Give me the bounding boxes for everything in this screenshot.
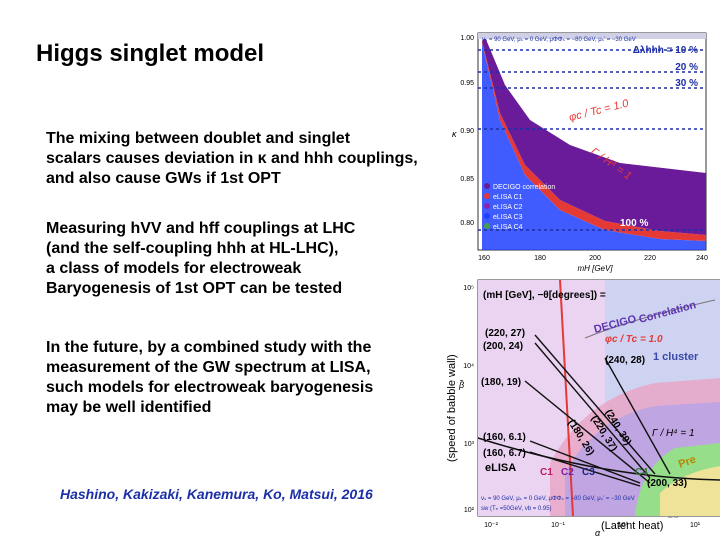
paragraph-line: a class of models for electroweak [46, 260, 302, 277]
pct50-label: 50 % [675, 117, 698, 128]
delta-lambda-label: Δλhhh = 10 % [633, 45, 698, 56]
elisa-label: eLISA [485, 462, 516, 474]
xtick-label: 180 [534, 255, 546, 262]
citation: Hashino, Kakizaki, Kanemura, Ko, Matsui,… [60, 486, 373, 502]
legend-label: eLISA C4 [493, 224, 523, 231]
legend-swatch [484, 223, 490, 229]
xtick-label: 10¹ [690, 522, 701, 529]
paragraph-mixing: The mixing between doublet and singlet s… [46, 129, 446, 189]
top-legend: DECIGO correlation eLISA C1 eLISA C2 eLI… [484, 183, 555, 231]
region-gray [478, 33, 706, 39]
paragraph-line: measurement of the GW spectrum at LISA, [46, 359, 371, 376]
pct30-label: 30 % [675, 78, 698, 89]
ytick-label: 10³ [464, 441, 475, 448]
xtick-label: 200 [589, 255, 601, 262]
slide-title: Higgs singlet model [36, 40, 265, 67]
xtick-label: 10⁻¹ [551, 522, 565, 529]
point-label: (160, 6.1) [483, 432, 526, 443]
paragraph-line: In the future, by a combined study with … [46, 339, 372, 356]
c1-label: C1 [540, 467, 553, 478]
xtick-label: 220 [644, 255, 656, 262]
ytick-label: 10⁴ [463, 363, 474, 370]
paragraph-line: scalars causes deviation in κ and hhh co… [46, 150, 418, 167]
x-axis-label: mH [GeV] [577, 264, 613, 273]
ytick-label: 0.80 [460, 220, 474, 227]
point-label: (180, 19) [481, 377, 521, 388]
ytick-label: 0.85 [460, 176, 474, 183]
paragraph-measuring: Measuring hVV and hff couplings at LHC (… [46, 219, 446, 299]
phi-tc-label: φc / Tc = 1.0 [605, 334, 663, 345]
paragraph-line: (and the self-coupling hhh at HL-LHC), [46, 240, 339, 257]
ytick-label: 1.00 [460, 35, 474, 42]
legend-label: eLISA C1 [493, 194, 523, 201]
pct20-label: 20 % [675, 62, 698, 73]
ytick-label: 0.95 [460, 80, 474, 87]
top-params: νₛ = 90 GeV, μₛ = 0 GeV, μΦΦₛ = −80 GeV,… [482, 37, 636, 43]
cluster-label: 1 cluster [653, 351, 699, 363]
legend-label: eLISA C2 [493, 204, 523, 211]
arrow [524, 380, 651, 484]
legend-label: DECIGO correlation [493, 184, 555, 191]
gw-plot: (mH [GeV], −θ[degrees]) = DECIGO Correla… [458, 279, 720, 538]
point-label: (200, 33) [647, 478, 687, 489]
arrow [604, 357, 671, 475]
params-line1: νₛ = 90 GeV, μₛ = 0 GeV, μΦΦₛ = −80 GeV,… [481, 496, 635, 502]
paragraph-future: In the future, by a combined study with … [46, 338, 426, 418]
kappa-plot: νₛ = 90 GeV, μₛ = 0 GeV, μΦΦₛ = −80 GeV,… [452, 32, 708, 273]
y-axis-label: β̃ [458, 379, 464, 390]
paragraph-line: such models for electroweak baryogenesis [46, 379, 374, 396]
legend-swatch [484, 203, 490, 209]
point-label: (240, 28) [605, 355, 645, 366]
legend-label: eLISA C3 [493, 214, 523, 221]
arrow [529, 440, 641, 484]
y-axis-label: κ [452, 129, 457, 139]
xtick-label: 10⁰ [618, 521, 629, 529]
region-pre [660, 466, 720, 516]
point-label: (220, 27) [485, 328, 525, 339]
arrow [534, 342, 651, 479]
latent-heat-label: (Latent heat) [601, 520, 664, 532]
c2-label: C2 [561, 467, 574, 478]
ytick-label: 10² [464, 507, 475, 514]
point-label: (160, 6.7) [483, 448, 526, 459]
xtick-label: 240 [696, 255, 708, 262]
legend-swatch [484, 193, 490, 199]
legend-swatch [484, 213, 490, 219]
arrow [529, 451, 641, 487]
x-axis-label: α [595, 528, 601, 538]
paragraph-line: and also cause GWs if 1st OPT [46, 170, 281, 187]
paragraph-line: may be well identified [46, 399, 212, 416]
phi-curve [559, 279, 574, 517]
pre-label: Pre [677, 453, 698, 470]
ytick-label: 0.90 [460, 128, 474, 135]
gamma-h4-label: Γ / H⁴ = 1 [652, 428, 695, 439]
arrow [534, 334, 656, 475]
pct100-label: 100 % [620, 218, 648, 229]
header-label: (mH [GeV], −θ[degrees]) = [483, 290, 606, 301]
xtick-label: 160 [478, 255, 490, 262]
paragraph-line: Measuring hVV and hff couplings at LHC [46, 220, 356, 237]
paragraph-line: The mixing between doublet and singlet [46, 130, 351, 147]
xtick-label: 10⁻² [484, 522, 498, 529]
decigo-boundary [584, 299, 716, 339]
ytick-label: 10⁵ [463, 285, 474, 292]
benchmark-arrows [524, 334, 671, 487]
point-label: (200, 24) [483, 341, 523, 352]
legend-swatch [484, 183, 490, 189]
c3-label: C3 [582, 467, 595, 478]
c4-label: C4 [635, 467, 648, 478]
region-decigo [482, 37, 706, 235]
paragraph-line: Baryogenesis of 1st OPT can be tested [46, 280, 343, 297]
region-c3 [482, 43, 706, 250]
params-line2: sw (Tₙ =50GeV, νb = 0.95) [481, 506, 552, 512]
